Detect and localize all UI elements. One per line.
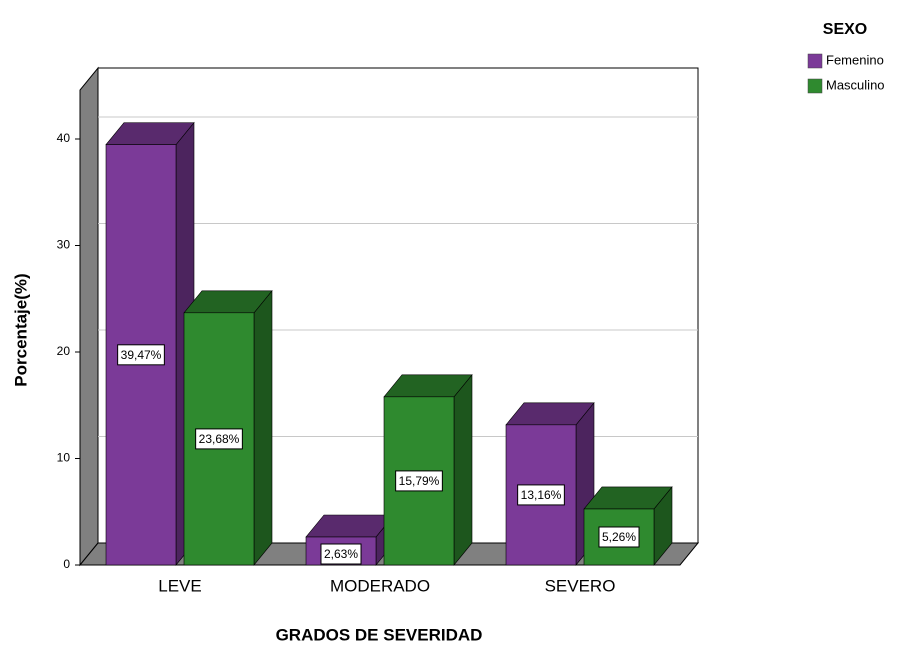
legend-swatch <box>807 78 823 94</box>
value-label-box <box>395 470 443 492</box>
value-label-box <box>195 428 243 450</box>
y-axis-title: Porcentaje(%) <box>11 273 30 386</box>
x-axis-title: GRADOS DE SEVERIDAD <box>276 625 483 644</box>
legend-label: Masculino <box>826 77 885 92</box>
value-label-box <box>517 484 565 506</box>
value-label: 39,47% <box>121 348 162 362</box>
value-label: 15,79% <box>399 474 440 488</box>
x-tick-label: MODERADO <box>330 576 430 595</box>
y-tick-label: 0 <box>63 557 70 571</box>
value-label: 5,26% <box>602 530 636 544</box>
bar-side <box>253 289 273 566</box>
x-tick-label: SEVERO <box>545 576 616 595</box>
value-label: 23,68% <box>199 432 240 446</box>
value-label-box <box>117 344 165 366</box>
value-label: 2,63% <box>324 547 358 561</box>
y-tick-label: 40 <box>57 131 71 145</box>
legend-label: Femenino <box>826 52 884 67</box>
bar-side <box>453 373 473 566</box>
x-tick-label: LEVE <box>158 576 201 595</box>
legend-swatch <box>807 53 823 69</box>
value-label-box <box>320 543 362 565</box>
value-label: 13,16% <box>521 488 562 502</box>
y-tick-label: 30 <box>57 238 71 252</box>
y-tick-label: 10 <box>57 451 71 465</box>
side-wall <box>79 66 99 567</box>
value-label-box <box>598 526 640 548</box>
legend-title: SEXO <box>823 21 867 38</box>
y-tick-label: 20 <box>57 344 71 358</box>
